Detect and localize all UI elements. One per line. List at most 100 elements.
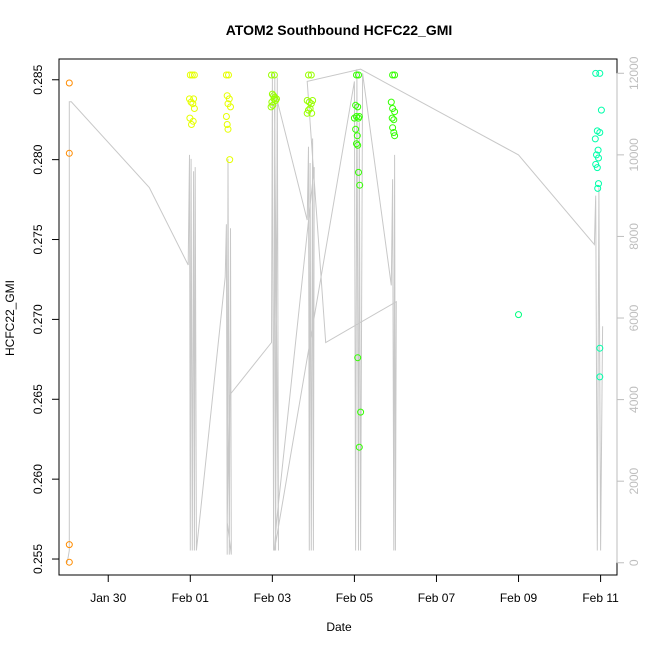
data-point	[356, 181, 364, 189]
data-point	[307, 71, 315, 79]
y-tick-label: 0.270	[31, 304, 45, 334]
data-point	[222, 71, 230, 79]
data-point	[224, 125, 232, 133]
data-point	[225, 71, 232, 79]
data-point	[594, 146, 602, 154]
x-tick-label: Jan 30	[90, 591, 126, 605]
data-point	[225, 95, 233, 103]
x-tick-label: Feb 09	[500, 591, 538, 605]
data-point	[65, 149, 73, 157]
data-point	[309, 97, 317, 104]
x-axis-label: Date	[326, 620, 352, 634]
data-point	[591, 135, 599, 143]
y-axis-label: HCFC22_GMI	[3, 280, 17, 356]
data-point	[303, 109, 311, 117]
data-point	[390, 116, 398, 124]
y2-tick-label: 10000	[627, 138, 641, 172]
data-point	[389, 124, 397, 132]
data-point	[391, 132, 399, 140]
data-point	[65, 541, 73, 549]
data-point	[595, 154, 602, 162]
x-axis: Jan 30 Feb 01 Feb 03 Feb 05 Feb 07 Feb 09 Feb …	[90, 574, 619, 605]
data-point	[390, 129, 398, 136]
data-point	[223, 121, 231, 128]
data-point	[391, 108, 399, 116]
y2-tick-label: 6000	[627, 304, 641, 331]
data-point	[353, 140, 360, 148]
data-point	[269, 101, 277, 109]
plot-frame	[58, 58, 618, 576]
data-point	[190, 71, 198, 79]
data-point	[593, 164, 601, 172]
data-point	[596, 129, 604, 136]
data-point	[355, 443, 363, 451]
data-point	[190, 95, 198, 103]
y-tick-label: 0.255	[31, 544, 45, 574]
x-tick-label: Feb 05	[336, 591, 374, 605]
data-point	[357, 408, 365, 416]
y-tick-label: 0.280	[31, 144, 45, 174]
data-point	[355, 168, 362, 176]
altitude-line	[66, 68, 604, 563]
data-point	[594, 184, 602, 192]
data-point	[189, 117, 197, 125]
y2-tick-label: 0	[627, 559, 641, 566]
data-point	[592, 69, 600, 77]
data-point	[354, 141, 362, 149]
data-point	[595, 180, 602, 188]
data-point	[353, 113, 360, 120]
data-point	[270, 71, 278, 79]
data-point	[515, 311, 522, 319]
data-point	[391, 71, 399, 79]
data-point	[305, 71, 312, 79]
data-point	[268, 71, 275, 79]
x-tick-label: Feb 03	[254, 591, 292, 605]
data-point	[353, 132, 361, 140]
data-point	[65, 558, 73, 566]
y2-axis: 0 2000 4000 6000 8000 10000 12000	[616, 56, 641, 566]
chart-title: ATOM2 Southbound HCFC22_GMI	[226, 22, 453, 38]
data-point	[222, 113, 230, 120]
data-point	[355, 71, 362, 79]
data-point	[354, 103, 362, 111]
data-point	[307, 100, 315, 108]
data-point	[190, 105, 198, 112]
y2-tick-label: 2000	[627, 468, 641, 495]
y-tick-label: 0.260	[31, 464, 45, 494]
x-tick-label: Feb 11	[582, 591, 619, 605]
data-point	[226, 156, 234, 164]
y-tick-label: 0.275	[31, 224, 45, 254]
data-point	[387, 98, 395, 106]
data-point	[355, 113, 363, 120]
data-point	[267, 103, 275, 111]
data-point	[596, 373, 604, 381]
data-point	[352, 125, 360, 133]
data-point	[353, 71, 360, 79]
data-point	[388, 114, 396, 122]
data-point	[352, 101, 360, 109]
y-tick-label: 0.285	[31, 64, 45, 94]
data-points	[65, 69, 605, 566]
data-point	[186, 71, 194, 79]
y2-tick-label: 12000	[627, 56, 641, 90]
y2-tick-label: 4000	[627, 386, 641, 413]
y-axis: 0.255 0.260 0.265 0.270 0.275 0.280 0.285	[31, 64, 60, 574]
data-point	[596, 344, 604, 352]
data-point	[308, 109, 316, 117]
data-point	[188, 71, 196, 79]
data-point	[389, 71, 397, 79]
y2-tick-label: 8000	[627, 223, 641, 250]
data-point	[227, 103, 234, 111]
data-point	[354, 354, 362, 362]
x-tick-label: Feb 01	[172, 591, 210, 605]
data-point	[596, 69, 604, 77]
y-tick-label: 0.265	[31, 384, 45, 414]
data-point	[189, 100, 197, 108]
data-point	[350, 114, 358, 122]
data-point	[65, 79, 73, 87]
data-point	[270, 95, 278, 103]
x-tick-label: Feb 07	[418, 591, 456, 605]
altitude-series	[66, 68, 604, 563]
data-point	[597, 106, 605, 114]
